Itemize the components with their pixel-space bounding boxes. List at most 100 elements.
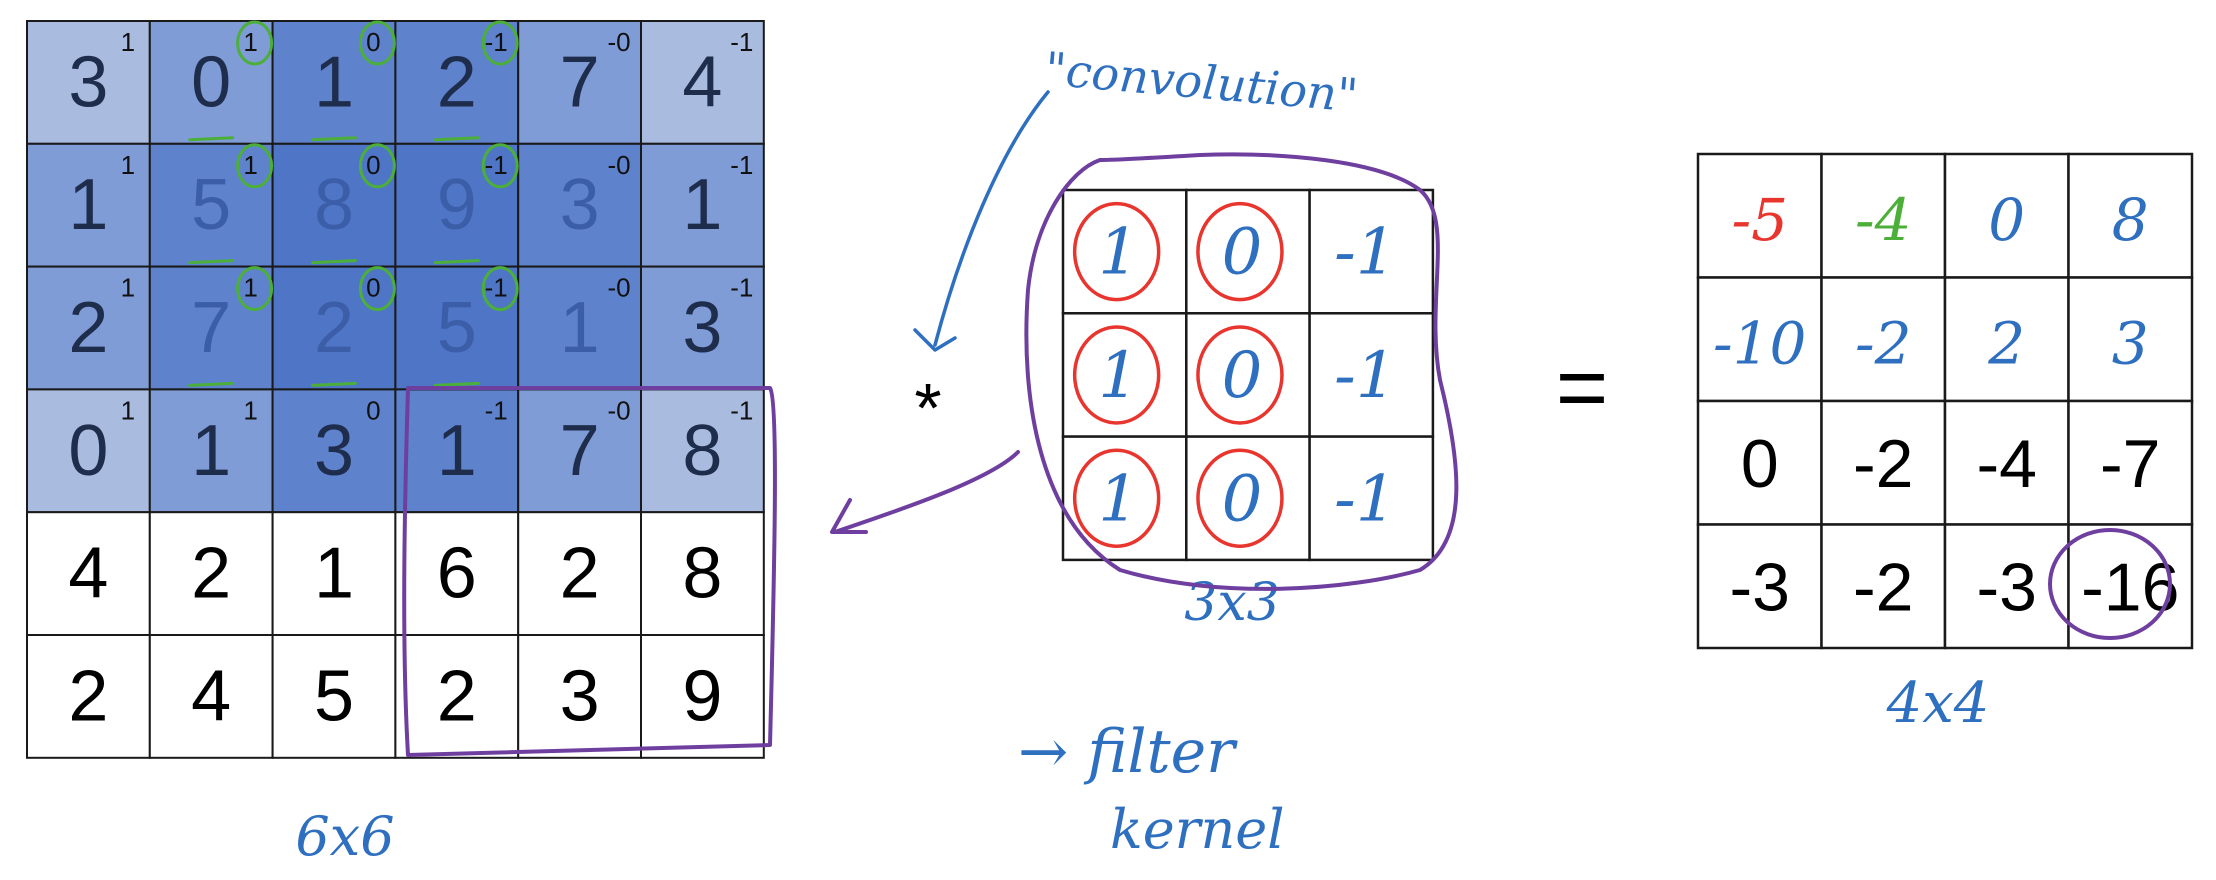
weight-superscript: -1 (485, 273, 508, 303)
weight-superscript: -0 (607, 395, 630, 425)
input-cell (26, 265, 151, 391)
kernel-label: kernel (1110, 798, 1285, 861)
input-value: 5 (191, 165, 231, 245)
input-cell (517, 634, 643, 759)
output-cell (1943, 523, 2070, 650)
input-value: 9 (437, 165, 477, 245)
green-underline (433, 259, 480, 265)
output-value: 3 (2112, 309, 2149, 377)
kernel-size-label: 3x3 (1184, 573, 1280, 633)
input-value: 3 (314, 411, 354, 491)
input-value: 4 (68, 534, 108, 614)
output-value: -2 (1855, 309, 1912, 377)
output-value: -4 (1855, 186, 1912, 254)
output-value: -3 (1730, 549, 1790, 625)
input-cell (271, 388, 397, 514)
input-value: 7 (560, 42, 600, 122)
filter-label: → filter (1018, 717, 1238, 787)
input-value: 3 (560, 656, 600, 736)
weight-superscript: -1 (485, 395, 508, 425)
weight-superscript: 1 (121, 395, 135, 425)
output-value: -5 (1732, 186, 1789, 254)
output-value: 2 (1987, 309, 2025, 377)
kernel-red-circle (1196, 448, 1284, 548)
output-cell (2067, 399, 2194, 526)
green-circle (358, 266, 396, 312)
kernel-red-circle (1072, 201, 1161, 302)
output-cell (1696, 152, 1823, 279)
input-value: 8 (314, 165, 354, 245)
weight-superscript: -1 (485, 27, 508, 57)
convolution-label: "convolution" (1043, 41, 1360, 122)
green-circle (481, 143, 519, 189)
green-circle (358, 20, 396, 66)
input-cell (148, 634, 274, 759)
input-cell (640, 265, 765, 391)
output-cell (2067, 276, 2194, 403)
green-underline (433, 136, 480, 142)
input-value: 1 (191, 411, 231, 491)
output-cell-highlight (2048, 528, 2172, 640)
input-value: 7 (560, 411, 600, 491)
kernel-value: -1 (1334, 339, 1396, 413)
green-circle (481, 266, 519, 312)
green-underline (311, 259, 357, 265)
output-value: 0 (1741, 426, 1779, 502)
output-value: 0 (1988, 186, 2025, 254)
output-value: -7 (2100, 426, 2160, 502)
input-value: 4 (682, 42, 722, 122)
input-value: 8 (682, 411, 722, 491)
input-value: 2 (68, 656, 108, 736)
weight-superscript: -1 (730, 150, 753, 180)
weight-superscript: 1 (243, 395, 257, 425)
green-underline (188, 381, 235, 387)
weight-superscript: -0 (607, 273, 630, 303)
weight-superscript: 0 (366, 395, 380, 425)
output-cell (1696, 523, 1823, 650)
weight-superscript: 0 (366, 150, 380, 180)
input-value: 2 (68, 288, 108, 368)
green-underline (311, 136, 357, 142)
weight-superscript: -1 (485, 150, 508, 180)
kernel-cell (1308, 188, 1435, 315)
weight-superscript: 1 (121, 27, 135, 57)
kernel-cell (1308, 435, 1435, 562)
weight-superscript: 1 (243, 273, 257, 303)
output-value: -2 (1853, 549, 1913, 625)
green-underline (433, 381, 480, 387)
output-value: -2 (1853, 426, 1913, 502)
input-cell (271, 634, 397, 759)
weight-superscript: 1 (121, 273, 135, 303)
input-value: 2 (560, 534, 600, 614)
weight-superscript: 0 (366, 27, 380, 57)
green-circle (236, 143, 274, 189)
input-cell (148, 265, 274, 391)
input-cell (640, 634, 765, 759)
input-value: 2 (437, 42, 477, 122)
output-cell (1943, 276, 2070, 403)
input-value: 2 (437, 656, 477, 736)
convolution-operator: * (914, 369, 941, 447)
green-underline (188, 136, 235, 142)
kernel-value: 1 (1098, 216, 1139, 290)
input-cell (271, 265, 397, 391)
kernel-value: 0 (1222, 462, 1263, 536)
green-circle (236, 20, 274, 66)
input-value: 9 (682, 656, 722, 736)
input-matrix-6x6: 3 0 1 2 7 41 5 8 9 3 12 7 2 5 1 30 1 3 1 7 84 2 1 6 2 82 4 5 2 3 91 1 0-… (26, 20, 765, 759)
kernel-value: 1 (1098, 339, 1139, 413)
kernel-highlight-loop (1024, 152, 1459, 591)
output-cell (1820, 523, 1947, 650)
input-cell (271, 142, 397, 268)
input-cell (394, 634, 520, 759)
weight-superscript: 1 (243, 27, 257, 57)
output-value: 8 (2112, 186, 2149, 254)
input-value: 8 (682, 534, 722, 614)
input-value: 0 (68, 411, 108, 491)
green-circle (358, 143, 396, 189)
input-cell (517, 388, 643, 514)
weight-superscript: -1 (730, 273, 753, 303)
green-circle (481, 20, 519, 66)
input-value: 4 (191, 656, 231, 736)
